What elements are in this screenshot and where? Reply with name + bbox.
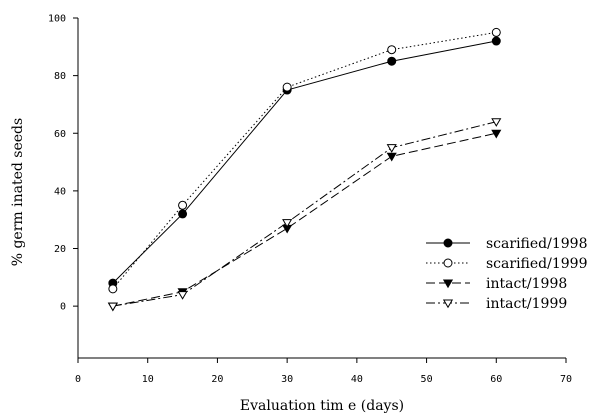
axes [77,18,566,359]
legend: scarified/1998 scarified/1999 intact/1998 i… [426,236,587,312]
data-point [178,209,188,219]
series-line [112,40,497,284]
x-tick-label: 70 [560,374,572,385]
series-group [107,27,502,312]
y-tick-label: 20 [54,244,66,255]
x-ticks: 0 10 20 30 40 50 60 70 [75,358,572,385]
y-tick-label: 0 [60,302,66,313]
series-line [112,121,497,307]
series-scarified-1998 [108,36,501,288]
data-point [108,284,118,294]
data-point [491,129,502,139]
data-point [491,118,502,127]
legend-label: scarified/1998 [486,236,587,252]
data-point [282,219,293,228]
series-intact-1999 [107,118,502,312]
series-scarified-1999 [108,27,501,294]
legend-marker [443,258,453,268]
legend-label: intact/1999 [486,296,567,312]
x-tick-label: 20 [211,374,223,385]
legend-label: scarified/1999 [486,256,587,272]
x-tick-label: 50 [421,374,433,385]
x-tick-label: 30 [281,374,293,385]
legend-entry: intact/1999 [426,296,567,312]
y-tick-label: 80 [54,71,66,82]
x-axis-title: Evaluation tim e (days) [240,398,404,414]
data-point [491,36,501,46]
legend-entry: intact/1998 [426,276,567,292]
data-point [107,302,118,312]
y-tick-label: 60 [54,129,66,140]
data-point [387,45,397,55]
data-point [178,200,188,210]
y-ticks: 0 20 40 60 80 100 [48,14,78,313]
series-line [112,132,497,307]
x-tick-label: 40 [351,374,363,385]
legend-entry: scarified/1999 [426,256,587,272]
legend-marker [442,299,454,309]
x-tick-label: 0 [75,374,81,385]
y-tick-label: 40 [54,186,66,197]
legend-entry: scarified/1998 [426,236,587,252]
data-point [387,56,397,66]
y-axis-title: % germ inated seeds [10,118,26,266]
data-point [386,152,397,162]
data-point [491,27,501,37]
legend-marker [443,238,453,248]
y-tick-label: 100 [48,14,66,25]
x-tick-label: 60 [490,374,502,385]
series-line [112,31,497,290]
data-point [177,291,188,300]
legend-label: intact/1998 [486,276,567,292]
legend-marker [442,279,454,289]
x-tick-label: 10 [142,374,154,385]
data-point [386,144,397,153]
data-point [282,82,292,92]
